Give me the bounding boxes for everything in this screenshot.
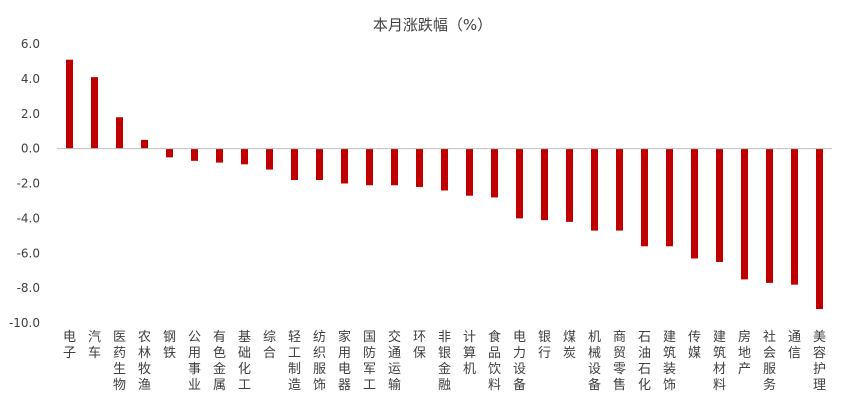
- x-tick-label: 食品饮料: [488, 329, 501, 393]
- x-tick-label: 交通运输: [388, 329, 401, 393]
- x-tick-label: 家用电器: [338, 329, 351, 393]
- x-tick-label: 建筑材料: [713, 330, 726, 393]
- bar: [191, 148, 198, 161]
- y-tick-label: -6.0: [17, 246, 40, 260]
- x-tick-label: 煤炭: [563, 330, 576, 361]
- bar: [391, 148, 398, 186]
- bar: [441, 148, 448, 191]
- x-tick-label: 农林牧渔: [138, 330, 151, 393]
- y-tick-label: 2.0: [21, 107, 40, 121]
- bar: [741, 148, 748, 280]
- bar: [316, 148, 323, 181]
- x-tick-label: 纺织服饰: [313, 330, 326, 393]
- x-tick-label: 国防军工: [363, 330, 376, 393]
- x-tick-label: 石油石化: [638, 330, 651, 393]
- x-tick-label: 轻工制造: [288, 330, 301, 393]
- y-tick-label: -4.0: [17, 211, 40, 225]
- x-tick-label: 社会服务: [763, 329, 776, 393]
- bar: [241, 148, 248, 165]
- x-tick-label: 银行: [538, 330, 551, 361]
- x-tick-label: 汽车: [88, 330, 101, 361]
- x-tick-label: 电子: [63, 330, 76, 361]
- bar: [541, 148, 548, 221]
- bar: [566, 148, 573, 222]
- x-tick-label: 机械设备: [588, 330, 601, 393]
- x-tick-label: 美容护理: [813, 330, 826, 393]
- bar: [516, 148, 523, 219]
- x-tick-label: 建筑装饰: [663, 330, 676, 393]
- y-axis: 6.0 4.0 2.0 0.0 -2.0 -4.0 -6.0 -8.0 -10.0: [9, 37, 40, 330]
- x-tick-label: 综合: [263, 330, 276, 361]
- y-tick-label: -2.0: [17, 177, 40, 191]
- bar: [691, 148, 698, 259]
- y-tick-label: -8.0: [17, 281, 40, 295]
- y-tick-label: -10.0: [9, 316, 40, 330]
- x-tick-label: 通信: [788, 330, 801, 361]
- bar: [766, 148, 773, 283]
- bar: [266, 148, 273, 170]
- bar: [141, 139, 148, 149]
- x-axis-labels: 电子汽车医药生物农林牧渔钢铁公用事业有色金属基础化工综合轻工制造纺织服饰家用电器…: [63, 329, 826, 393]
- x-tick-label: 非银金融: [438, 330, 451, 393]
- bar: [466, 148, 473, 196]
- bar: [116, 117, 123, 149]
- bar: [791, 148, 798, 285]
- x-tick-label: 商贸零售: [613, 330, 626, 393]
- bar: [716, 148, 723, 262]
- x-tick-label: 有色金属: [213, 330, 226, 393]
- bar: [491, 148, 498, 198]
- bar: [166, 148, 173, 158]
- x-tick-label: 公用事业: [188, 330, 201, 393]
- x-tick-label: 医药生物: [113, 330, 126, 393]
- bar: [641, 148, 648, 247]
- bar: [616, 148, 623, 231]
- bars-group: [66, 59, 823, 310]
- bar: [366, 148, 373, 186]
- y-tick-label: 6.0: [21, 37, 40, 51]
- x-tick-label: 计算机: [463, 330, 476, 377]
- x-tick-label: 电力设备: [513, 330, 526, 393]
- x-tick-label: 房地产: [738, 329, 751, 377]
- x-tick-label: 基础化工: [238, 330, 251, 393]
- bar: [816, 148, 823, 310]
- bar: [341, 148, 348, 184]
- y-tick-label: 4.0: [21, 72, 40, 86]
- x-tick-label: 传媒: [688, 330, 701, 361]
- x-tick-label: 环保: [413, 330, 426, 361]
- x-tick-label: 钢铁: [163, 330, 176, 361]
- y-tick-label: 0.0: [21, 142, 40, 156]
- bar: [591, 148, 598, 231]
- bar: [416, 148, 423, 187]
- bar: [66, 59, 73, 149]
- bar: [291, 148, 298, 181]
- bar: [216, 148, 223, 163]
- bar: [666, 148, 673, 247]
- chart-title: 本月涨跌幅（%）: [372, 16, 493, 34]
- bar: [91, 77, 98, 149]
